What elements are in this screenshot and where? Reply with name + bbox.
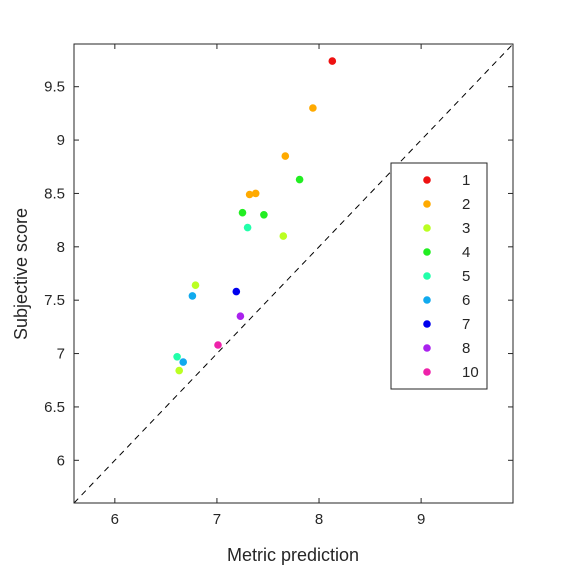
y-tick-label-7: 7	[57, 346, 65, 363]
x-tick-label-9: 9	[417, 511, 425, 528]
data-point-series-10-1	[214, 341, 222, 349]
data-point-series-5-1	[243, 223, 252, 232]
legend-marker-7	[423, 320, 431, 328]
legend-marker-3	[423, 224, 431, 232]
y-tick-label-6: 6	[57, 452, 65, 469]
legend-label-7: 7	[462, 316, 470, 333]
y-tick-label-9.5: 9.5	[44, 79, 65, 96]
legend-label-5: 5	[462, 268, 470, 285]
y-tick-label-9: 9	[57, 132, 65, 149]
reference-diagonal-line	[73, 43, 514, 504]
legend-label-6: 6	[462, 292, 470, 309]
legend-label-1: 1	[462, 172, 470, 189]
legend-marker-4	[423, 248, 431, 256]
legend-marker-2	[423, 200, 431, 208]
legend-label-10: 10	[462, 364, 479, 381]
data-point-series-6-1	[188, 292, 197, 300]
axes-box	[73, 43, 514, 504]
data-point-series-4-3	[260, 211, 268, 219]
data-point-series-8-1	[236, 312, 245, 321]
data-point-series-2-1	[309, 104, 317, 112]
legend-marker-8	[423, 344, 431, 352]
data-point-series-1-1	[328, 57, 337, 65]
data-point-series-2-2	[281, 152, 290, 160]
x-tick-label-6: 6	[111, 511, 119, 528]
legend-box	[390, 162, 488, 390]
data-point-series-3-2	[191, 281, 200, 290]
data-point-series-2-3	[245, 190, 254, 199]
legend: 1 2 3 4 5 6 7 8 10	[390, 162, 488, 390]
y-tick-label-8.5: 8.5	[44, 185, 65, 202]
plot-area	[73, 43, 514, 504]
legend-marker-1	[423, 176, 431, 184]
data-point-series-3-3	[175, 366, 183, 375]
legend-label-8: 8	[462, 340, 470, 357]
data-point-series-4-1	[295, 175, 304, 184]
axes: 6 7 8 9 6 6.5 7 7.5 8 8.5 9 9.5	[44, 43, 514, 528]
data-point-series-2-4	[251, 189, 260, 198]
y-axis-title: Subjective score	[11, 208, 31, 340]
y-tick-label-7.5: 7.5	[44, 292, 65, 309]
x-tick-label-8: 8	[315, 511, 323, 528]
legend-marker-6	[423, 296, 431, 304]
legend-marker-10	[423, 368, 431, 376]
data-point-series-7-1	[232, 287, 241, 296]
data-point-series-5-2	[173, 353, 181, 361]
legend-label-3: 3	[462, 220, 470, 237]
x-tick-label-7: 7	[213, 511, 221, 528]
y-tick-label-6.5: 6.5	[44, 399, 65, 416]
x-axis-title: Metric prediction	[227, 545, 359, 565]
data-point-series-4-2	[238, 208, 247, 217]
data-point-series-3-1	[279, 232, 288, 240]
legend-marker-5	[423, 272, 431, 280]
legend-label-4: 4	[462, 244, 470, 261]
data-point-series-6-2	[179, 358, 187, 366]
legend-label-2: 2	[462, 196, 470, 213]
y-tick-label-8: 8	[57, 239, 65, 256]
